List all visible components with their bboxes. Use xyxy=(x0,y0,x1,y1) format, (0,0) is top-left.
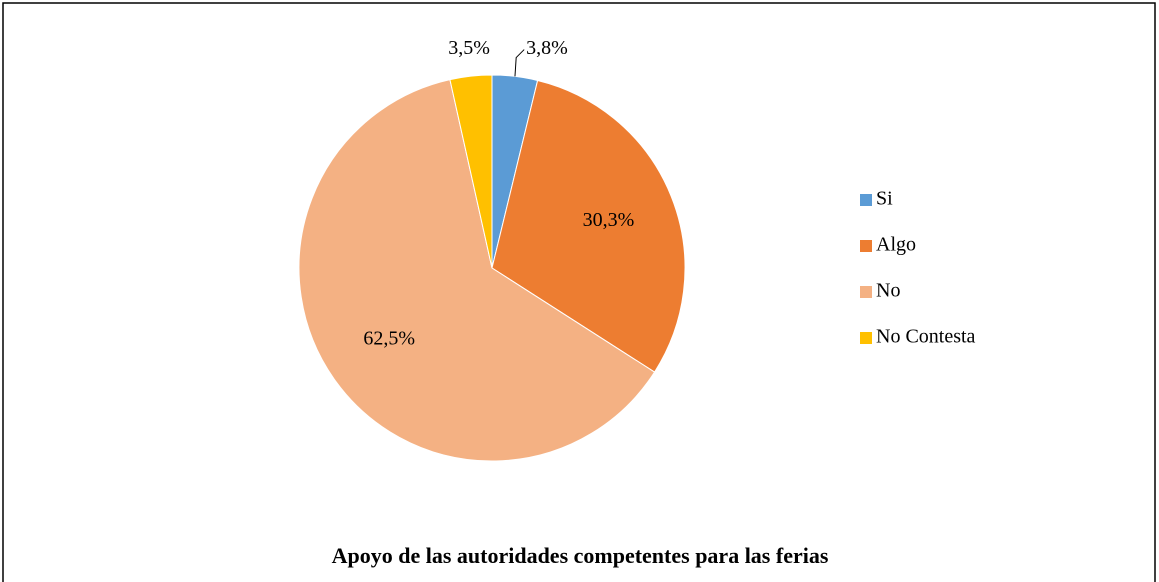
pie-slice xyxy=(449,74,493,269)
legend-label: Algo xyxy=(876,234,916,256)
legend-swatch xyxy=(860,194,872,206)
data-label: 62,5% xyxy=(363,328,415,350)
chart-title: Apoyo de las autoridades competentes par… xyxy=(332,543,829,568)
data-label: 3,5% xyxy=(448,37,490,59)
data-label: 3,8% xyxy=(526,37,568,59)
legend-swatch xyxy=(860,332,872,344)
legend-label: Si xyxy=(876,188,893,210)
leader-line xyxy=(514,49,525,77)
data-label: 30,3% xyxy=(583,209,635,231)
pie-slice xyxy=(298,79,656,462)
legend-label: No Contesta xyxy=(876,326,976,348)
pie-slice xyxy=(491,79,686,373)
legend-swatch xyxy=(860,286,872,298)
legend-swatch xyxy=(860,240,872,252)
legend-label: No xyxy=(876,280,900,302)
